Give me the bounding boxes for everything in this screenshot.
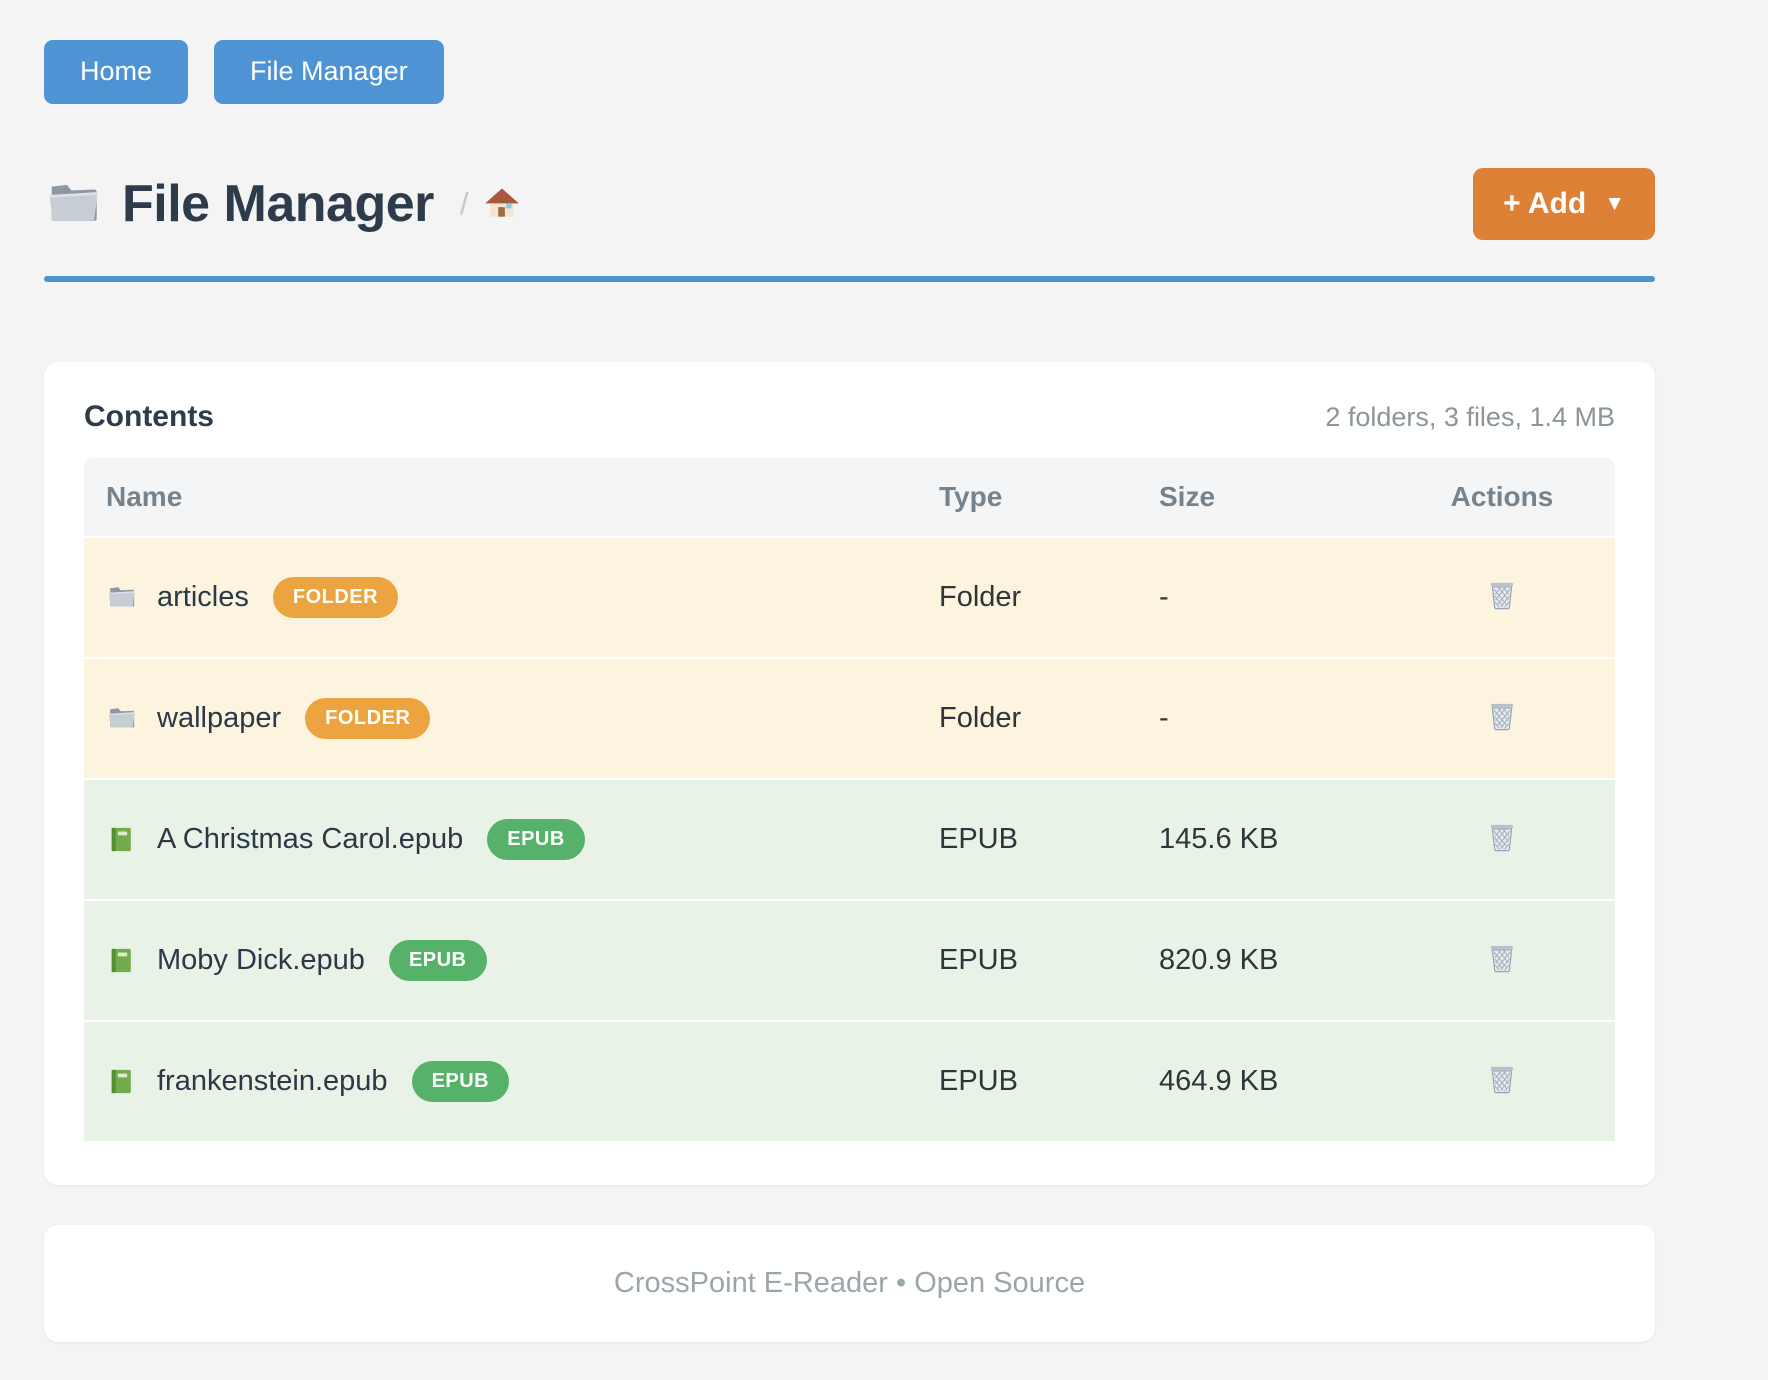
file-name[interactable]: A Christmas Carol.epub [157,822,464,855]
breadcrumb-separator: / [459,185,469,221]
delete-button[interactable] [1480,573,1524,617]
file-size: - [1137,537,1389,657]
table-row: Moby Dick.epub EPUB EPUB 820.9 KB [84,900,1615,1020]
file-type: Folder [917,658,1137,778]
file-table: Name Type Size Actions articles FOLDER F… [84,456,1615,1143]
type-badge: FOLDER [305,697,431,739]
trash-icon [1484,1061,1520,1097]
title-group: File Manager / [44,174,521,234]
file-size: 464.9 KB [1137,1021,1389,1141]
file-table-body: articles FOLDER Folder - wallpaper FOLDE… [84,537,1615,1141]
file-type: EPUB [917,779,1137,899]
page-container: Home File Manager File Manager / + Add ▼… [44,0,1655,1342]
footer-text: CrossPoint E-Reader • Open Source [613,1266,1086,1299]
table-row: articles FOLDER Folder - [84,537,1615,657]
delete-button[interactable] [1480,815,1524,859]
folder-icon [106,582,137,613]
book-icon [106,1066,137,1097]
delete-button[interactable] [1480,694,1524,738]
column-header-actions: Actions [1389,457,1615,536]
file-size: - [1137,658,1389,778]
type-badge: EPUB [487,818,585,860]
column-header-size: Size [1137,457,1389,536]
table-row: frankenstein.epub EPUB EPUB 464.9 KB [84,1021,1615,1141]
table-row: A Christmas Carol.epub EPUB EPUB 145.6 K… [84,779,1615,899]
folder-icon [106,703,137,734]
file-name[interactable]: articles [157,580,249,613]
file-size: 145.6 KB [1137,779,1389,899]
folder-icon [44,175,102,233]
book-icon [106,945,137,976]
file-type: EPUB [917,1021,1137,1141]
trash-icon [1484,577,1520,613]
title-divider [44,275,1655,282]
file-name[interactable]: Moby Dick.epub [157,943,365,976]
contents-heading: Contents [84,399,214,433]
contents-card-header: Contents 2 folders, 3 files, 1.4 MB [84,400,1615,434]
contents-card: Contents 2 folders, 3 files, 1.4 MB Name… [44,361,1655,1185]
contents-summary: 2 folders, 3 files, 1.4 MB [1325,401,1615,432]
nav-button-file-manager[interactable]: File Manager [214,40,444,104]
add-button[interactable]: + Add ▼ [1473,167,1655,240]
chevron-down-icon: ▼ [1604,191,1625,215]
page-title: File Manager [122,174,434,233]
book-icon [106,824,137,855]
top-nav: Home File Manager [44,40,1655,104]
type-badge: EPUB [388,939,487,981]
column-header-type: Type [917,457,1137,536]
delete-button[interactable] [1480,936,1524,980]
house-icon[interactable] [483,185,521,223]
table-header-row: Name Type Size Actions [84,457,1615,536]
footer: CrossPoint E-Reader • Open Source [44,1224,1655,1342]
type-badge: FOLDER [272,576,399,618]
nav-button-home[interactable]: Home [44,40,189,104]
file-type: EPUB [917,900,1137,1020]
file-name[interactable]: frankenstein.epub [157,1064,388,1097]
trash-icon [1484,940,1520,976]
column-header-name: Name [84,457,917,536]
page-header: File Manager / + Add ▼ [44,167,1655,240]
file-size: 820.9 KB [1137,900,1389,1020]
add-button-label: + Add [1503,186,1587,220]
trash-icon [1484,698,1520,734]
trash-icon [1484,819,1520,855]
breadcrumb: / [460,185,521,223]
table-row: wallpaper FOLDER Folder - [84,658,1615,778]
type-badge: EPUB [411,1060,510,1102]
file-type: Folder [917,537,1137,657]
file-name[interactable]: wallpaper [157,701,282,734]
delete-button[interactable] [1480,1057,1524,1101]
